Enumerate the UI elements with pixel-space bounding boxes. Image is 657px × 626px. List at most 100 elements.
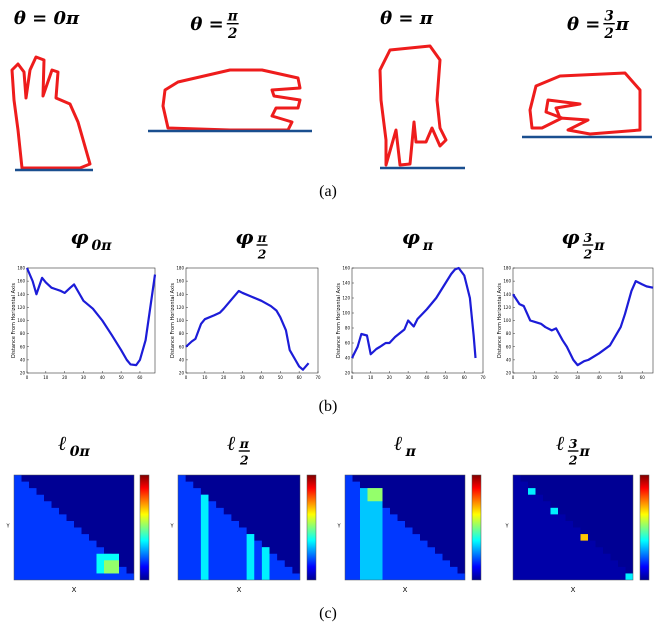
label-sub: π (405, 444, 417, 460)
x-tick-label: 40 (424, 375, 430, 380)
x-tick-label: 50 (278, 375, 284, 380)
x-tick-label: 60 (137, 375, 143, 380)
math-label: θ = π (380, 8, 434, 29)
math-label: θ = 0π (14, 8, 80, 29)
y-tick-label: 160 (342, 266, 350, 271)
heatmap-cell (104, 560, 119, 573)
y-tick-label: 100 (342, 311, 350, 316)
x-tick-label: 0 (26, 375, 29, 380)
x-tick-label: 0 (512, 375, 515, 380)
y-tick-label: 40 (345, 356, 351, 361)
y-tick-label: 20 (179, 371, 185, 376)
label-after: π (578, 444, 590, 460)
y-tick-label: 60 (20, 344, 26, 349)
heatmap-cell (551, 508, 559, 515)
y-tick-label: 120 (342, 296, 350, 301)
heatmap-cell (528, 488, 536, 495)
math-label: ℓπ2 (227, 431, 250, 467)
hand (163, 70, 300, 130)
math-label: ℓπ (394, 431, 417, 460)
x-tick-label: 20 (62, 375, 68, 380)
colorbar (640, 475, 649, 580)
y-tick-label: 60 (506, 344, 512, 349)
hand (380, 46, 446, 165)
y-tick-label: 80 (20, 331, 26, 336)
x-tick-label: 0 (351, 375, 354, 380)
label-after: π (615, 14, 630, 35)
fraction-den: 2 (583, 246, 593, 261)
hand (12, 57, 90, 168)
y-tick-label: 20 (345, 371, 351, 376)
y-tick-label: 140 (17, 292, 25, 297)
math-label: θ =π2 (190, 9, 238, 43)
y-tick-label: 80 (506, 331, 512, 336)
colorbar (140, 475, 149, 580)
label-main: θ = (190, 14, 223, 35)
x-tick-label: 60 (462, 375, 468, 380)
x-axis-label: X (72, 586, 77, 594)
x-tick-label: 30 (81, 375, 87, 380)
colorbar (472, 475, 481, 580)
y-tick-label: 20 (506, 371, 512, 376)
label-main: θ = 0π (14, 8, 80, 29)
y-tick-label: 100 (176, 318, 184, 323)
x-tick-label: 10 (202, 375, 208, 380)
y-tick-label: 140 (176, 292, 184, 297)
caption: (b) (319, 398, 338, 415)
caption: (c) (319, 605, 337, 622)
colorbar (307, 475, 316, 580)
x-tick-label: 60 (640, 375, 646, 380)
label-main: ℓ (58, 431, 67, 455)
x-tick-label: 20 (221, 375, 227, 380)
label-main: ℓ (227, 431, 236, 455)
x-tick-label: 10 (43, 375, 49, 380)
y-tick-label: 40 (20, 357, 26, 362)
y-tick-label: 180 (17, 266, 25, 271)
fraction-den: 2 (239, 452, 249, 467)
x-tick-label: 10 (532, 375, 538, 380)
y-axis-label: Y (504, 524, 509, 530)
x-tick-label: 70 (480, 375, 486, 380)
fraction-den: 2 (568, 452, 578, 467)
y-tick-label: 180 (176, 266, 184, 271)
y-axis-label: Y (5, 524, 10, 530)
y-tick-label: 160 (17, 279, 25, 284)
y-tick-label: 100 (17, 318, 25, 323)
y-tick-label: 40 (179, 357, 185, 362)
math-label: φπ2 (235, 225, 267, 261)
x-tick-label: 50 (443, 375, 449, 380)
baselines (15, 131, 652, 170)
label-sub: 0π (70, 444, 91, 460)
fraction-num: 3 (569, 436, 578, 451)
label-main: θ = (567, 14, 600, 35)
x-tick-label: 50 (119, 375, 125, 380)
y-tick-label: 120 (17, 305, 25, 310)
y-tick-label: 40 (506, 357, 512, 362)
heatmap-cell (360, 488, 383, 580)
x-tick-label: 30 (575, 375, 581, 380)
y-axis-label: Y (336, 524, 341, 530)
x-tick-label: 70 (315, 375, 321, 380)
page: (a) (b) (c) θ = 0πθ =π2θ = πθ =32πφ0π010… (0, 0, 657, 626)
y-tick-label: 160 (176, 279, 184, 284)
y-tick-label: 120 (503, 305, 511, 310)
y-axis-label: Distance From Horizontal Axis (170, 283, 176, 358)
x-tick-label: 30 (406, 375, 412, 380)
y-tick-label: 60 (179, 344, 185, 349)
y-tick-label: 100 (503, 318, 511, 323)
x-tick-label: 50 (618, 375, 624, 380)
x-tick-label: 30 (240, 375, 246, 380)
hand (530, 73, 640, 134)
heatmap-cell (626, 573, 634, 580)
x-axis-label: X (571, 586, 576, 594)
label-main: φ (70, 225, 88, 249)
plot-frame (186, 268, 318, 373)
math-label: θ =32π (567, 9, 630, 43)
heatmap-cell (368, 488, 383, 501)
label-main: θ = π (380, 8, 434, 29)
y-tick-label: 80 (179, 331, 185, 336)
fraction-num: 3 (604, 9, 613, 25)
